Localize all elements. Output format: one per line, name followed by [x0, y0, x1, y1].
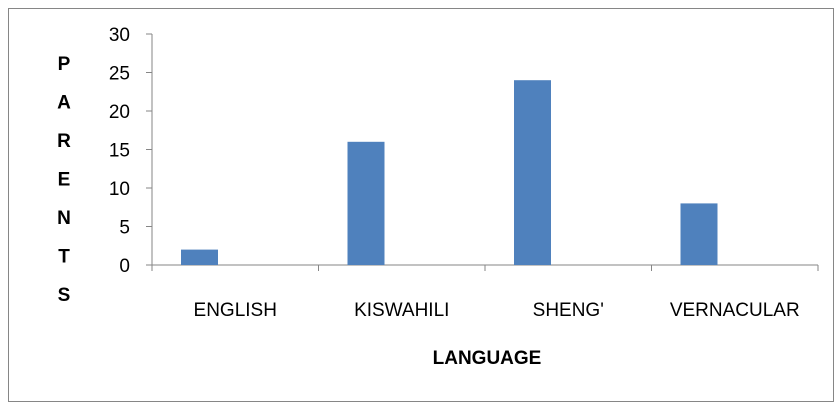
x-axis-title: LANGUAGE	[433, 348, 542, 369]
bar-sheng	[514, 80, 551, 265]
y-tick-label: 20	[109, 102, 130, 123]
y-tick-label: 5	[119, 218, 130, 239]
category-label: VERNACULAR	[670, 300, 800, 321]
x-axis	[151, 264, 819, 271]
bar-vernacular	[680, 203, 718, 265]
category-label: ENGLISH	[194, 300, 277, 321]
y-axis-title-letter: A	[57, 93, 71, 114]
y-axis-title-letter: T	[58, 247, 70, 268]
category-labels: ENGLISH KISWAHILI SHENG' VERNACULAR	[194, 300, 800, 321]
y-axis-title-letter: S	[58, 285, 71, 306]
y-tick-label: 15	[109, 141, 130, 162]
bar-english	[181, 249, 218, 265]
y-axis: 0 5 10 15 20 25 30	[109, 25, 153, 277]
y-tick-label: 30	[109, 25, 130, 46]
y-tick-label: 0	[119, 256, 130, 277]
category-label: KISWAHILI	[354, 300, 449, 321]
y-axis-title-letter: P	[58, 54, 71, 75]
y-axis-title-letter: E	[58, 170, 71, 191]
y-axis-title-letter: R	[57, 131, 71, 152]
y-axis-title-letter: N	[57, 208, 71, 229]
bars	[181, 80, 718, 265]
bar-kiswahili	[347, 141, 385, 265]
category-label: SHENG'	[533, 300, 604, 321]
y-tick-label: 25	[109, 64, 130, 85]
y-tick-label: 10	[109, 179, 130, 200]
